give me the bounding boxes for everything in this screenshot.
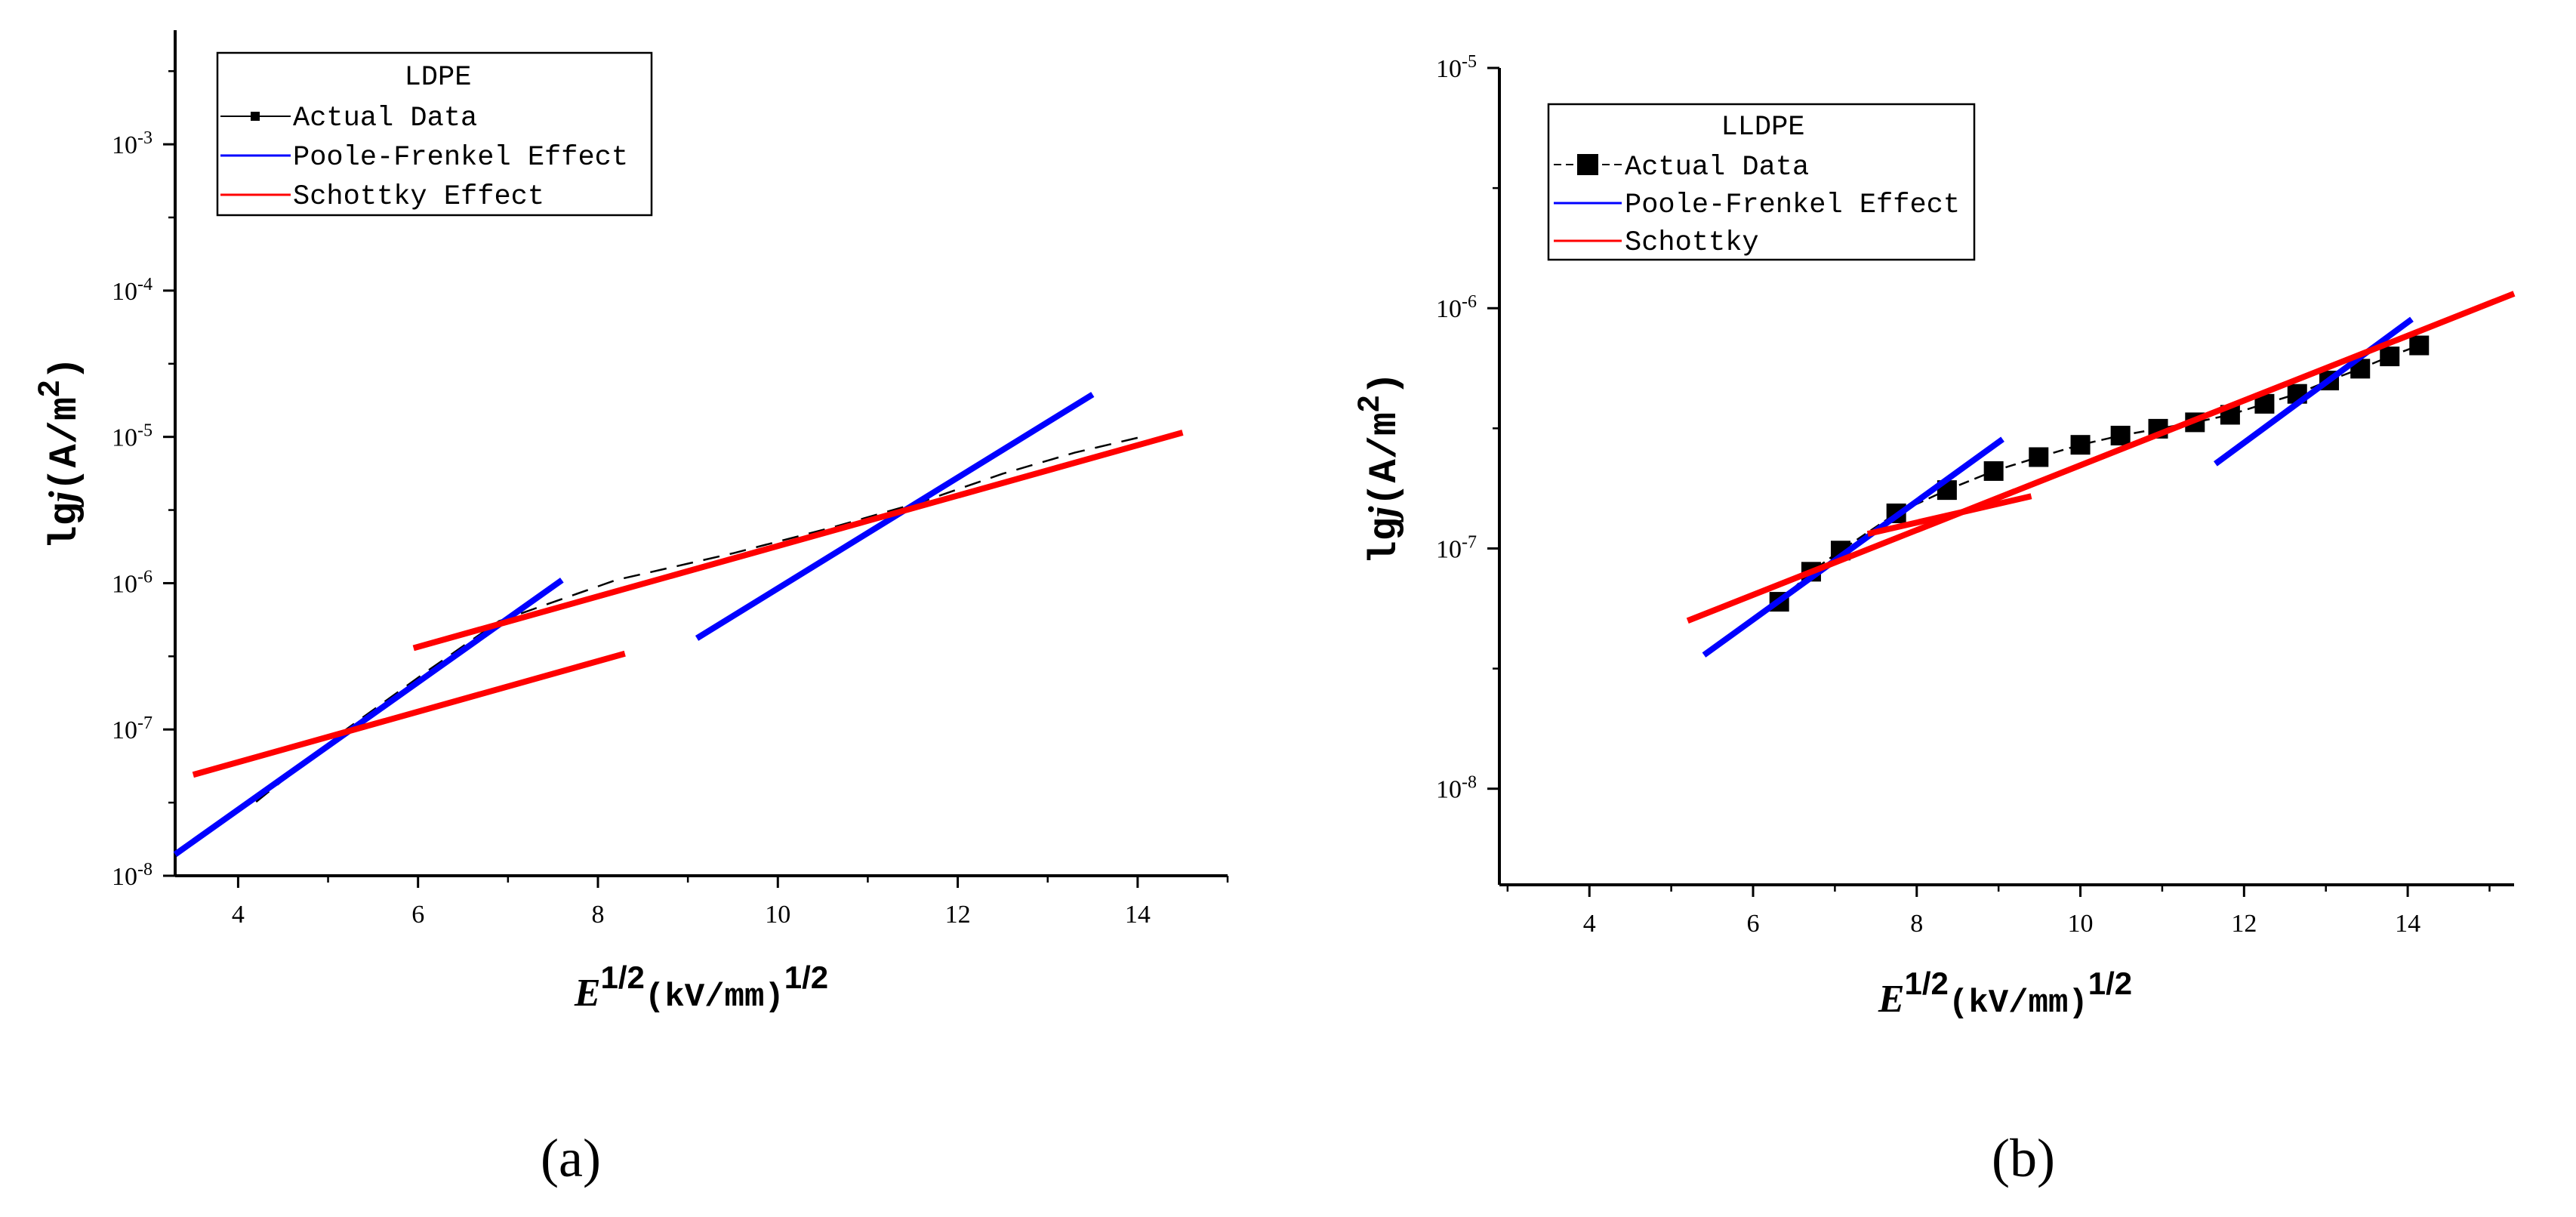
x-tick-label: 12: [945, 901, 971, 929]
x-tick-label: 14: [1125, 901, 1151, 929]
y-ticks-b: 10-8 10-7 10-6 10-5: [1436, 52, 1499, 804]
poole-frenkel-fit-line-2: [2214, 316, 2414, 467]
schottky-fit-line-1: [192, 650, 626, 778]
poole-frenkel-fit-line-1: [1702, 436, 2004, 658]
x-tick-label: 14: [2395, 910, 2420, 938]
legend-box-a: [216, 51, 653, 217]
y-tick-label: 10-5: [1436, 52, 1477, 83]
y-tick-label: 10-8: [112, 860, 153, 891]
actual-data-point: [2380, 347, 2400, 367]
y-tick-label: 10-7: [1436, 532, 1477, 563]
y-axis-label-b: lgj(A/m2): [1352, 371, 1407, 564]
x-tick-label: 6: [411, 901, 424, 929]
x-ticks-b: 4 6 8 10 12 14: [1506, 885, 2491, 938]
legend-box-b: [1547, 103, 1976, 261]
legend-label-schottky-b: Schottky: [1625, 227, 1759, 259]
legend-label-schottky-a: Schottky Effect: [293, 181, 544, 213]
x-tick-label: 10: [765, 901, 790, 929]
series-group-a: [173, 392, 1184, 857]
y-ticks-a: 10-8 10-7 10-6 10-5 10-4 10-3: [112, 70, 175, 891]
x-tick-label: 4: [232, 901, 245, 929]
schottky-fit-line-2: [1866, 493, 2032, 538]
x-ticks-a: 4 6 8 10 12 14: [232, 876, 1229, 929]
x-axis-label-b: E1/2(kV/mm)1/2: [1878, 966, 2132, 1023]
y-tick-label: 10-7: [112, 713, 153, 744]
legend-a: LDPE Actual Data Poole-Frenkel Effect Sc…: [216, 51, 653, 217]
legend-label-actual-b: Actual Data: [1625, 152, 1809, 183]
x-axis-label-a: E1/2(kV/mm)1/2: [574, 960, 828, 1017]
x-tick-label: 4: [1583, 910, 1596, 938]
actual-data-point: [2110, 425, 2131, 445]
legend-title-a: LDPE: [405, 62, 472, 94]
legend-marker-actual-b: [1577, 154, 1598, 175]
y-tick-label: 10-6: [112, 567, 153, 598]
actual-data-point: [2070, 435, 2091, 455]
chart-panel-b: 4 6 8 10 12 14 10-8 10-7 10-6 10-5 LLDPE Actual …: [1352, 52, 2516, 1188]
actual-data-point: [2029, 447, 2049, 467]
actual-data-point: [1983, 461, 2004, 481]
series-group-b: [1686, 291, 2516, 658]
legend-label-actual-a: Actual Data: [293, 103, 477, 134]
caption-b: (b): [1992, 1128, 2055, 1188]
schottky-fit-line-1: [1686, 291, 2516, 624]
y-axis-label-a: lgj(A/m2): [32, 356, 88, 549]
legend-marker-actual-a: [251, 112, 260, 121]
actual-data-point: [2409, 335, 2430, 356]
y-tick-label: 10-8: [1436, 773, 1477, 804]
legend-b: LLDPE Actual Data Poole-Frenkel Effect S…: [1547, 103, 1976, 261]
y-tick-label: 10-4: [112, 275, 153, 306]
legend-label-pf-b: Poole-Frenkel Effect: [1625, 189, 1960, 221]
actual-data-line: [255, 434, 1148, 803]
legend-label-pf-a: Poole-Frenkel Effect: [293, 142, 628, 174]
legend-title-b: LLDPE: [1721, 112, 1804, 143]
schottky-fit-line-2: [412, 430, 1184, 652]
x-tick-label: 8: [1910, 910, 1923, 938]
x-tick-label: 8: [591, 901, 604, 929]
y-tick-label: 10-5: [112, 421, 153, 452]
x-tick-label: 12: [2231, 910, 2257, 938]
axes-a: 4 6 8 10 12 14 10-8 10-7 10-6 10-5 10-4 10-3: [112, 30, 1229, 929]
axes-b: 4 6 8 10 12 14 10-8 10-7 10-6 10-5: [1436, 52, 2514, 938]
x-tick-label: 6: [1747, 910, 1760, 938]
caption-a: (a): [541, 1128, 601, 1188]
chart-panel-a: 4 6 8 10 12 14 10-8 10-7 10-6 10-5 10-4 10-3 LDPE …: [32, 30, 1229, 1188]
y-tick-label: 10-6: [1436, 292, 1477, 323]
y-tick-label: 10-3: [112, 128, 153, 159]
x-tick-label: 10: [2068, 910, 2094, 938]
